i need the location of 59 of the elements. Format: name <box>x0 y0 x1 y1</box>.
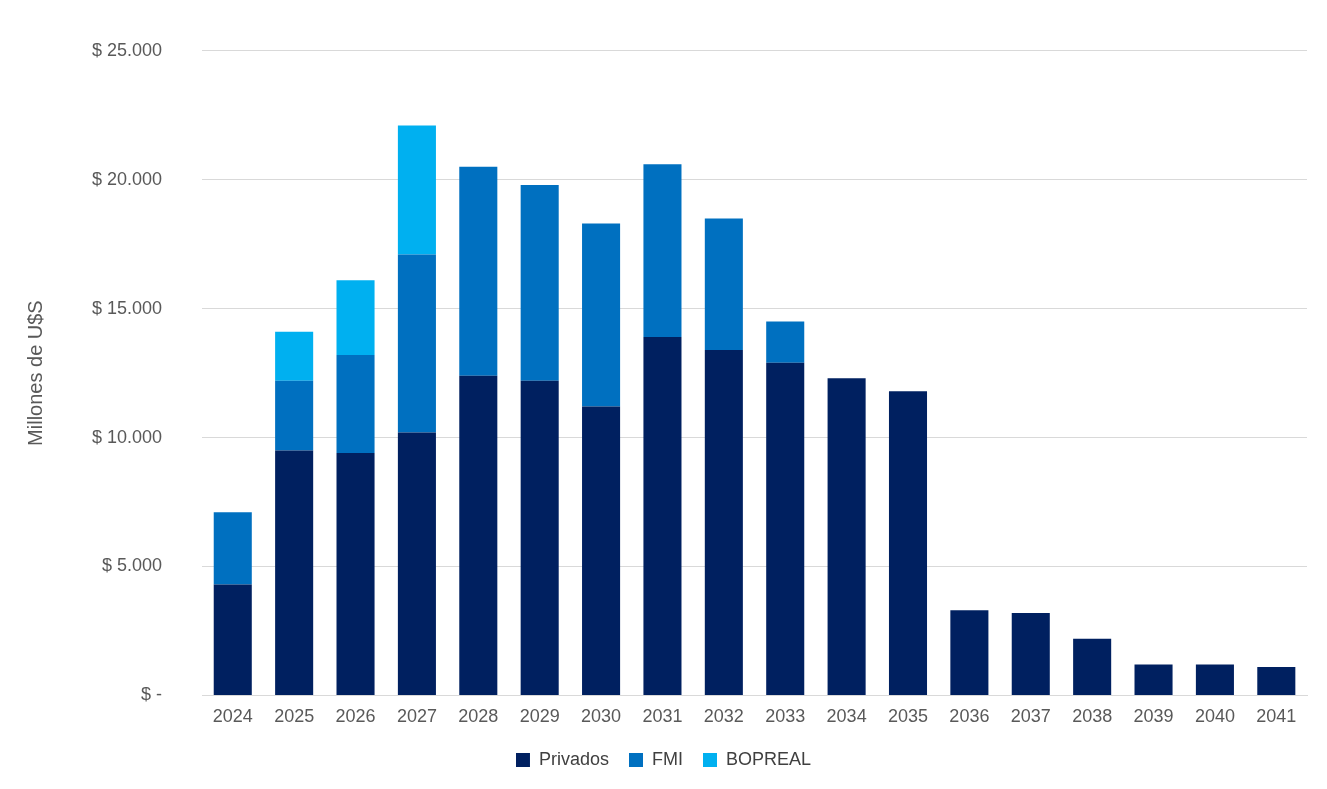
bar <box>1011 612 1050 695</box>
legend-label: BOPREAL <box>725 748 812 769</box>
bar <box>1195 664 1234 695</box>
x-tick-label: 2031 <box>642 706 683 727</box>
legend-label: FMI <box>652 748 683 769</box>
x-tick-label: 2025 <box>274 706 315 727</box>
x-tick-label: 2027 <box>396 706 437 727</box>
bar <box>213 512 252 585</box>
bar <box>397 254 436 433</box>
bar <box>704 218 743 350</box>
bar <box>397 432 436 695</box>
y-tick-label: $ 20.000 <box>91 168 163 189</box>
bar <box>643 164 682 337</box>
bar <box>1134 664 1173 695</box>
x-tick-label: 2040 <box>1194 706 1235 727</box>
bar <box>336 355 375 454</box>
bar <box>459 375 498 695</box>
y-tick-label: $ 10.000 <box>91 426 163 447</box>
bar <box>643 337 682 695</box>
x-tick-label: 2041 <box>1256 706 1297 727</box>
y-axis-title: Millones de U$S <box>23 300 46 446</box>
x-tick-label: 2026 <box>335 706 376 727</box>
bar <box>950 610 989 695</box>
y-tick-label: $ 5.000 <box>102 555 163 576</box>
x-tick-label: 2030 <box>581 706 622 727</box>
bar <box>275 450 314 695</box>
x-tick-label: 2024 <box>212 706 253 727</box>
x-tick-label: 2038 <box>1072 706 1113 727</box>
bar <box>582 406 621 695</box>
bar <box>582 223 621 407</box>
bar <box>704 349 743 695</box>
bar <box>397 125 436 255</box>
bar <box>275 331 314 381</box>
x-tick-label: 2032 <box>703 706 744 727</box>
bar <box>1257 667 1296 695</box>
x-tick-label: 2028 <box>458 706 499 727</box>
x-tick-label: 2033 <box>765 706 806 727</box>
bar <box>1073 638 1112 695</box>
x-tick-label: 2034 <box>826 706 867 727</box>
bar <box>213 584 252 695</box>
bar <box>336 280 375 356</box>
y-tick-label: $ - <box>141 684 163 705</box>
x-tick-label: 2039 <box>1133 706 1174 727</box>
legend-label: Privados <box>538 748 609 769</box>
y-tick-label: $ 25.000 <box>91 39 163 60</box>
bar <box>459 166 498 376</box>
bar <box>520 184 559 381</box>
x-tick-label: 2035 <box>887 706 929 727</box>
bar <box>827 378 866 695</box>
bar <box>766 362 805 695</box>
bar <box>766 321 805 363</box>
x-tick-label: 2037 <box>1010 706 1051 727</box>
bar <box>336 453 375 695</box>
bar <box>520 380 559 695</box>
bar <box>888 391 928 695</box>
x-tick-label: 2029 <box>519 706 560 727</box>
y-tick-label: $ 15.000 <box>91 297 163 318</box>
bar <box>275 380 314 451</box>
x-tick-label: 2036 <box>949 706 990 727</box>
